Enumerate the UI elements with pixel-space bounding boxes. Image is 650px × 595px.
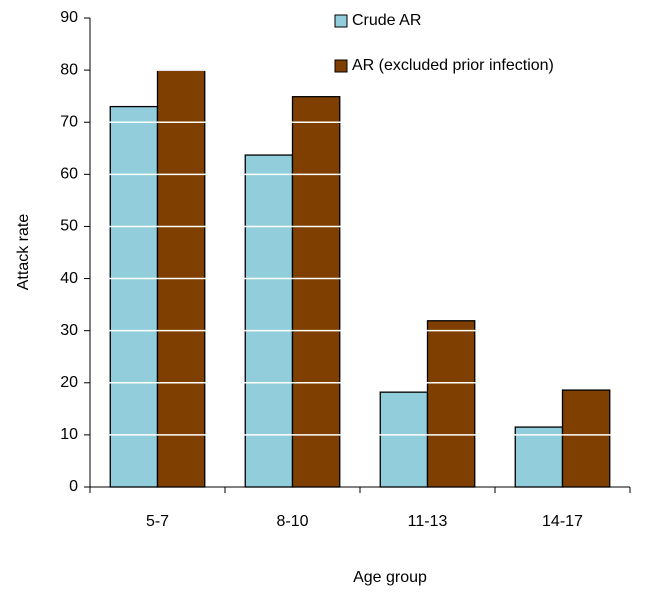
y-tick-label: 40 (60, 270, 78, 287)
x-tick-label: 11-13 (408, 513, 448, 530)
bar (291, 96, 341, 488)
bar (561, 389, 611, 488)
bar (514, 426, 564, 488)
y-axis-label: Attack rate (15, 214, 32, 291)
y-tick-label: 0 (69, 478, 78, 495)
y-tick-label: 60 (60, 166, 78, 183)
legend-swatch (334, 14, 348, 28)
y-tick-label: 70 (60, 113, 78, 130)
y-tick-label: 50 (60, 218, 78, 235)
y-tick-label: 80 (60, 61, 78, 78)
legend-label: AR (excluded prior infection) (352, 57, 554, 74)
y-tick-label: 20 (60, 374, 78, 391)
x-tick-label: 14-17 (542, 513, 583, 530)
y-tick-label: 90 (60, 9, 78, 26)
x-axis-label: Age group (353, 569, 427, 586)
y-tick-label: 30 (60, 322, 78, 339)
x-tick-label: 5-7 (146, 513, 169, 530)
legend-label: Crude AR (352, 12, 421, 29)
bar (244, 154, 294, 488)
bar (109, 105, 159, 488)
bar (426, 320, 476, 488)
y-tick-label: 10 (60, 426, 78, 443)
bar (379, 391, 429, 488)
x-tick-label: 8-10 (276, 513, 308, 530)
legend-swatch (334, 59, 348, 73)
